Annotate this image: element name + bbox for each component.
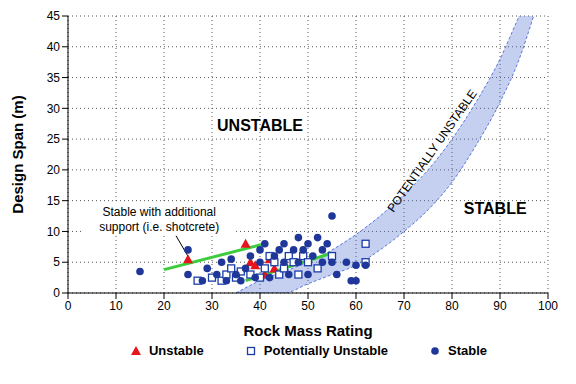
svg-text:90: 90 bbox=[493, 299, 507, 313]
svg-text:45: 45 bbox=[47, 9, 61, 23]
svg-text:50: 50 bbox=[301, 299, 315, 313]
svg-text:40: 40 bbox=[47, 40, 61, 54]
svg-text:support (i.e. shotcrete): support (i.e. shotcrete) bbox=[99, 220, 219, 234]
svg-text:10: 10 bbox=[47, 225, 61, 239]
svg-text:5: 5 bbox=[53, 255, 60, 269]
svg-text:25: 25 bbox=[47, 132, 61, 146]
svg-text:100: 100 bbox=[538, 299, 558, 313]
svg-text:15: 15 bbox=[47, 194, 61, 208]
svg-text:20: 20 bbox=[157, 299, 171, 313]
html-text:Unstable: Unstable bbox=[148, 343, 204, 358]
svg-text:POTENTIALLY UNSTABLE: POTENTIALLY UNSTABLE bbox=[385, 87, 480, 215]
svg-text:Stable with additional: Stable with additional bbox=[102, 205, 215, 219]
svg-text:STABLE: STABLE bbox=[464, 200, 527, 217]
svg-text:10: 10 bbox=[109, 299, 123, 313]
svg-text:35: 35 bbox=[47, 71, 61, 85]
svg-text:80: 80 bbox=[445, 299, 459, 313]
svg-text:Design Span (m): Design Span (m) bbox=[9, 95, 26, 213]
html-text:Potentially Unstable: Potentially Unstable bbox=[263, 343, 389, 358]
svg-text:20: 20 bbox=[47, 163, 61, 177]
svg-text:0: 0 bbox=[53, 286, 60, 300]
svg-text:70: 70 bbox=[397, 299, 411, 313]
svg-text:30: 30 bbox=[205, 299, 219, 313]
svg-text:30: 30 bbox=[47, 102, 61, 116]
svg-text:60: 60 bbox=[349, 299, 363, 313]
svg-text:Rock Mass Rating: Rock Mass Rating bbox=[243, 322, 372, 339]
svg-text:0: 0 bbox=[65, 299, 72, 313]
svg-text:40: 40 bbox=[253, 299, 267, 313]
html-text:Stable: Stable bbox=[448, 343, 488, 358]
svg-text:UNSTABLE: UNSTABLE bbox=[217, 117, 303, 134]
